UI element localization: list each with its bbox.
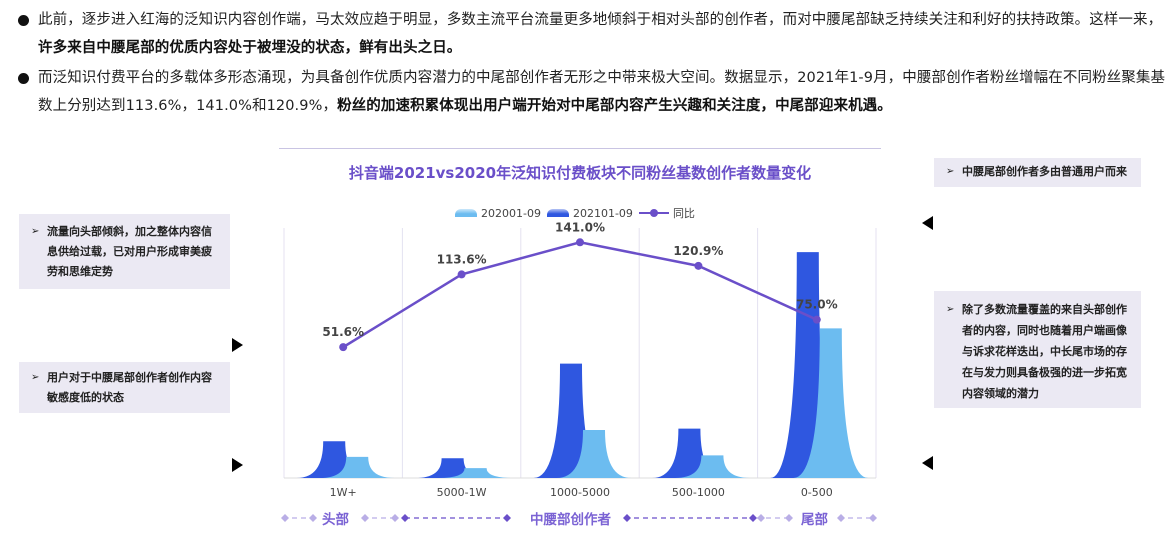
legend-item-yoy: 同比 — [638, 205, 695, 221]
bullet-bold-text: 许多来自中腰尾部的优质内容处于被埋没的状态，鲜有出头之日。 — [38, 40, 462, 56]
bullet-dot-icon — [18, 15, 29, 26]
note-text: 用户对于中腰尾部创作者创作内容敏感度低的状态 — [47, 371, 212, 404]
arrow-bullet-icon: ➢ — [946, 304, 955, 315]
legend-line-marker-icon — [638, 207, 669, 219]
legend-swatch-2021 — [546, 209, 569, 217]
legend-item-2020: 202001-09 — [455, 207, 541, 220]
pointer-right-icon — [232, 458, 243, 472]
legend-label: 同比 — [672, 207, 695, 220]
x-axis-label: 1W+ — [329, 486, 357, 499]
creator-group-row: 头部 中腰部创作者 尾部 — [279, 508, 881, 528]
x-axis-label: 500-1000 — [671, 486, 725, 499]
group-label-middle: 中腰部创作者 — [530, 512, 611, 528]
bullet-bold-text: 粉丝的加速积累体现出用户端开始对中尾部内容产生兴趣和关注度，中尾部迎来机遇。 — [337, 98, 892, 114]
bullet-text: 而泛知识付费平台的多载体多形态涌现，为具备创作优质内容潜力的中尾部创作者无形之中… — [38, 70, 1166, 114]
chart-plot-area: 51.6% 113.6% 141.0% 120.9% 75.0% — [283, 220, 877, 479]
chart-title: 抖音端2021vs2020年泛知识付费板块不同粉丝基数创作者数量变化 — [348, 164, 812, 182]
pointer-right-icon — [232, 338, 243, 352]
right-note-2: ➢ 除了多数流量覆盖的来自头部创作者的内容，同时也随着用户端画像与诉求花样迭出，… — [934, 291, 1141, 408]
group-label-head: 头部 — [322, 512, 349, 528]
bullet-text: 此前，逐步进入红海的泛知识内容创作端，马太效应趋于明显，多数主流平台流量更多地倾… — [38, 12, 1163, 28]
note-text: 中腰尾部创作者多由普通用户而来 — [962, 165, 1127, 178]
svg-text:120.9%: 120.9% — [673, 244, 723, 258]
legend-label: 202101-09 — [572, 206, 633, 220]
right-note-1: ➢ 中腰尾部创作者多由普通用户而来 — [934, 158, 1141, 187]
svg-text:51.6%: 51.6% — [322, 325, 364, 339]
bullet-item: 此前，逐步进入红海的泛知识内容创作端，马太效应趋于明显，多数主流平台流量更多地倾… — [16, 6, 1166, 62]
bullet-item: 而泛知识付费平台的多载体多形态涌现，为具备创作优质内容潜力的中尾部创作者无形之中… — [16, 64, 1166, 120]
left-note-1: ➢ 流量向头部倾斜，加之整体内容信息供给过载，已对用户形成审美疲劳和思维定势 — [19, 214, 230, 289]
arrow-bullet-icon: ➢ — [946, 166, 955, 177]
pointer-left-icon — [922, 216, 933, 230]
left-note-2: ➢ 用户对于中腰尾部创作者创作内容敏感度低的状态 — [19, 362, 230, 413]
bullet-dot-icon — [18, 73, 29, 84]
note-text: 流量向头部倾斜，加之整体内容信息供给过载，已对用户形成审美疲劳和思维定势 — [47, 225, 212, 278]
pointer-left-icon — [922, 456, 933, 470]
x-axis-label: 5000-1W — [436, 486, 487, 499]
x-axis-label: 1000-5000 — [550, 486, 610, 499]
group-label-tail: 尾部 — [801, 512, 828, 528]
svg-text:75.0%: 75.0% — [796, 298, 838, 312]
group-divider-lines — [281, 514, 877, 522]
legend-swatch-2020 — [455, 209, 477, 217]
svg-text:141.0%: 141.0% — [555, 220, 605, 234]
chart-top-divider — [279, 148, 881, 149]
arrow-bullet-icon: ➢ — [31, 226, 40, 237]
chart-legend: 202001-09 202101-09 同比 — [455, 205, 695, 221]
note-text: 除了多数流量覆盖的来自头部创作者的内容，同时也随着用户端画像与诉求花样迭出，中长… — [962, 303, 1127, 400]
arrow-bullet-icon: ➢ — [31, 372, 40, 383]
svg-text:113.6%: 113.6% — [437, 252, 487, 266]
bullet-list: 此前，逐步进入红海的泛知识内容创作端，马太效应趋于明显，多数主流平台流量更多地倾… — [16, 6, 1166, 120]
legend-label: 202001-09 — [481, 206, 541, 220]
x-axis-label: 0-500 — [800, 486, 833, 499]
legend-item-2021: 202101-09 — [546, 206, 633, 220]
